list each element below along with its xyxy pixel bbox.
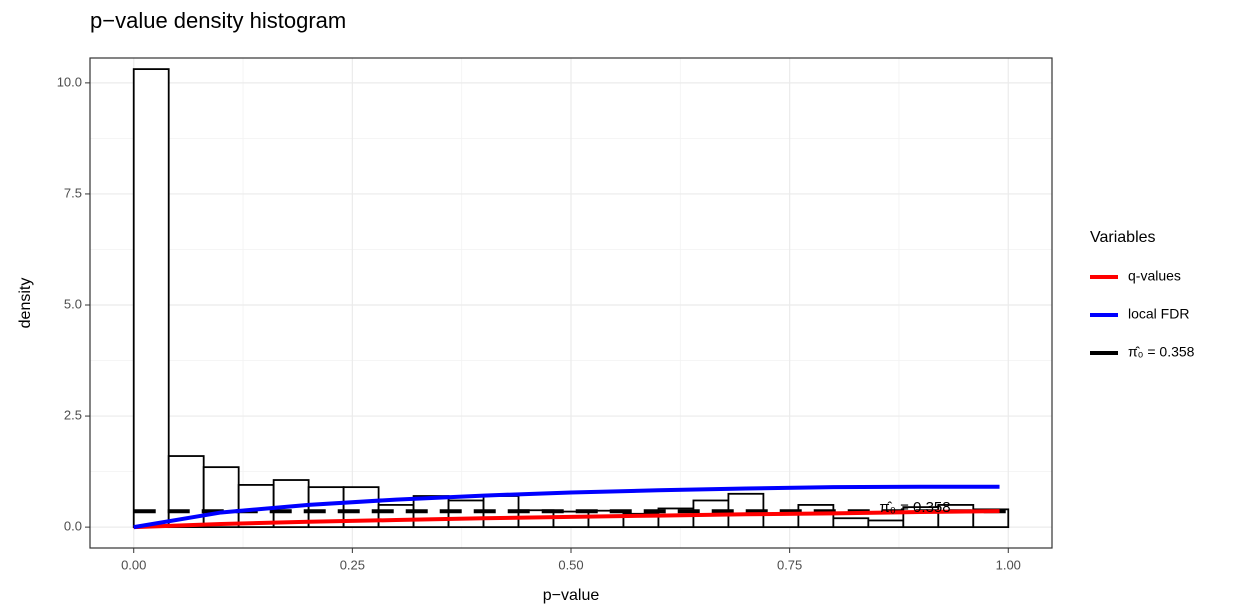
- legend-label: q-values: [1128, 268, 1181, 284]
- histogram-bar: [202, 466, 240, 529]
- y-axis-label: density: [17, 278, 34, 329]
- histogram-bar: [797, 504, 835, 529]
- x-tick-label: 1.00: [996, 557, 1021, 572]
- annotation: π̂₀ = 0.358: [879, 499, 950, 516]
- x-tick-label: 0.00: [121, 557, 146, 572]
- y-tick-label: 2.5: [64, 407, 82, 422]
- x-tick-label: 0.50: [558, 557, 583, 572]
- legend-title: Variables: [1090, 229, 1156, 246]
- series-line: [133, 484, 1000, 530]
- histogram-bar: [832, 517, 870, 529]
- legend-label: π̂₀ = 0.358: [1128, 344, 1195, 360]
- y-tick-label: 7.5: [64, 185, 82, 200]
- x-axis-label: p−value: [543, 587, 600, 604]
- histogram-bar: [377, 504, 415, 529]
- histogram-bar: [552, 510, 590, 529]
- histogram-bar: [132, 68, 170, 529]
- chart-title: p−value density histogram: [90, 8, 346, 33]
- y-tick-label: 10.0: [57, 74, 82, 89]
- y-tick-label: 0.0: [64, 519, 82, 534]
- y-tick-label: 5.0: [64, 296, 82, 311]
- x-tick-label: 0.75: [777, 557, 802, 572]
- histogram-bar: [447, 499, 485, 529]
- legend-label: local FDR: [1128, 306, 1189, 322]
- panel-border: [89, 57, 1053, 549]
- x-tick-label: 0.25: [340, 557, 365, 572]
- series-line: [133, 509, 1000, 530]
- histogram-bar: [237, 484, 275, 529]
- histogram-bar: [867, 519, 905, 529]
